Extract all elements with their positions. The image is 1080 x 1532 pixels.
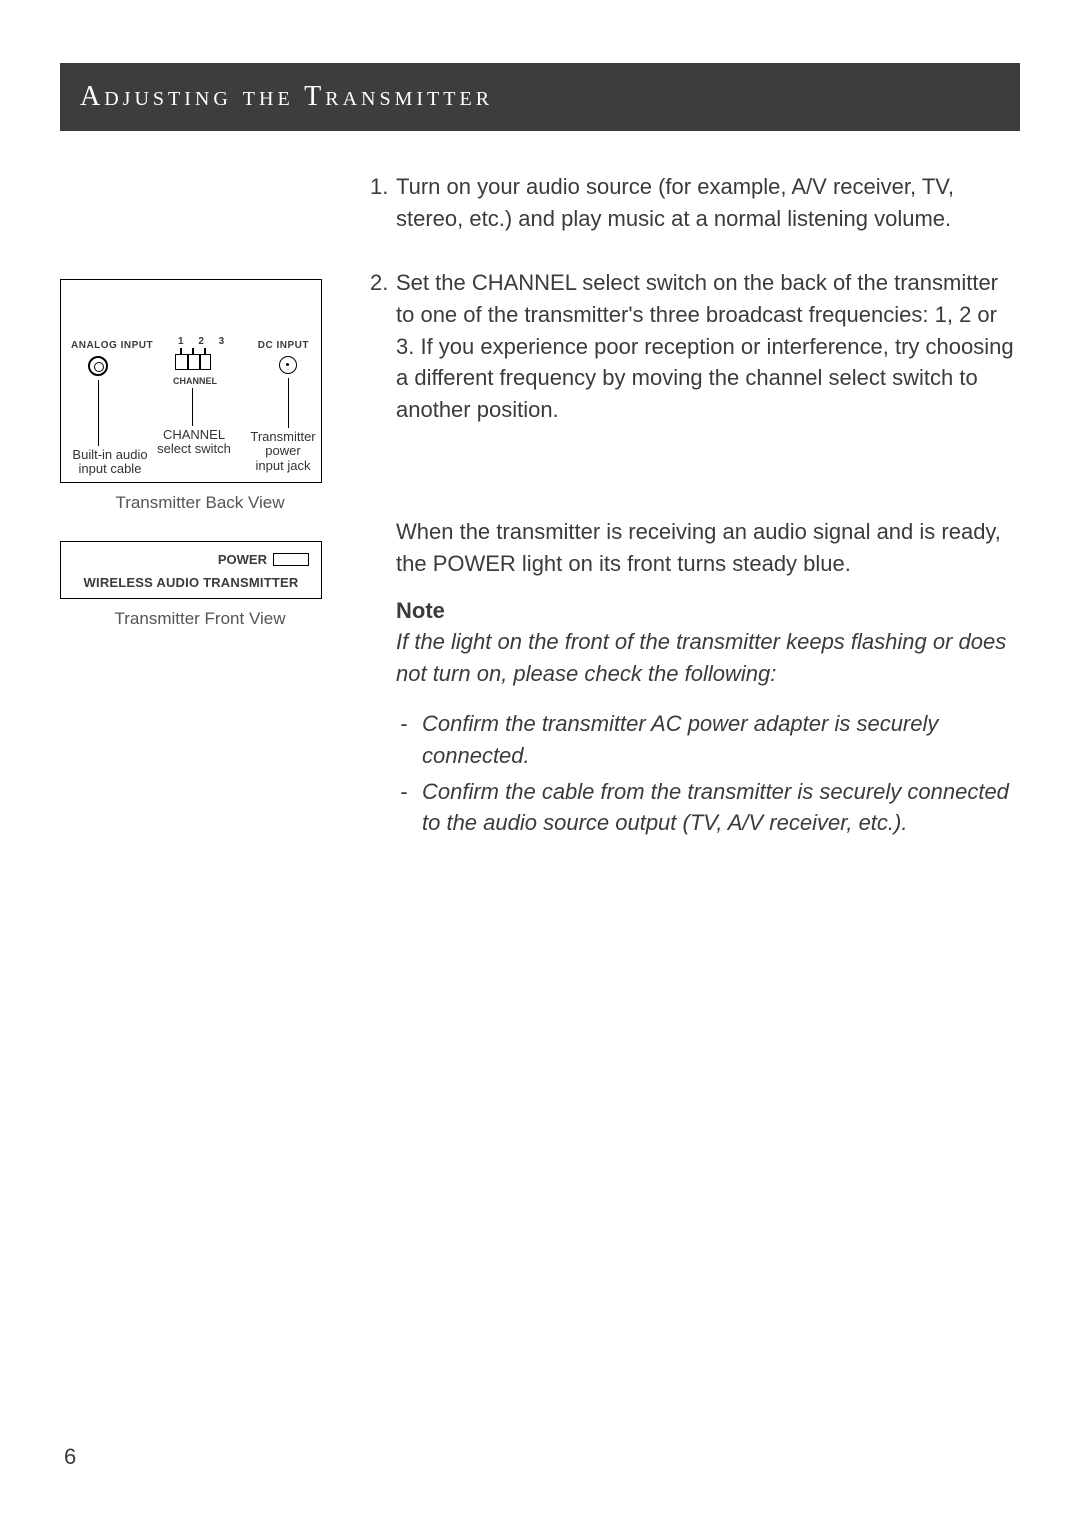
page-number: 6: [64, 1444, 76, 1470]
callout-text: input jack: [256, 458, 311, 473]
step-1: 1. Turn on your audio source (for exampl…: [370, 171, 1020, 235]
power-label: POWER: [218, 552, 267, 567]
callout-text: input cable: [79, 461, 142, 476]
diagram-column: ANALOG INPUT DC INPUT 1 2 3 CHANNEL Buil…: [60, 171, 340, 843]
callout-power-jack: Transmitter power input jack: [243, 430, 323, 473]
step-2: 2. Set the CHANNEL select switch on the …: [370, 267, 1020, 426]
front-view-caption: Transmitter Front View: [60, 609, 340, 629]
step-number: 2.: [370, 267, 396, 426]
instructions-column: 1. Turn on your audio source (for exampl…: [340, 171, 1020, 843]
callout-built-in-audio: Built-in audio input cable: [65, 448, 155, 477]
section-header: Adjusting the Transmitter: [60, 63, 1020, 131]
note-heading: Note: [370, 598, 1020, 624]
dc-jack-icon: [279, 356, 297, 374]
channel-numbers: 1 2 3: [178, 336, 230, 347]
channel-switch-icon: [175, 354, 211, 370]
callout-channel-select: CHANNEL select switch: [153, 428, 235, 457]
callout-text: Built-in audio: [72, 447, 147, 462]
note-list: Confirm the transmitter AC power adapter…: [370, 708, 1020, 840]
transmitter-front-view-diagram: POWER WIRELESS AUDIO TRANSMITTER: [60, 541, 322, 599]
callout-text: Transmitter: [250, 429, 315, 444]
power-light-paragraph: When the transmitter is receiving an aud…: [370, 516, 1020, 580]
power-light-icon: [273, 553, 309, 566]
analog-jack-icon: [88, 356, 108, 376]
transmitter-back-view-diagram: ANALOG INPUT DC INPUT 1 2 3 CHANNEL Buil…: [60, 279, 322, 483]
channel-label: CHANNEL: [173, 376, 217, 386]
note-item: Confirm the cable from the transmitter i…: [422, 776, 1020, 840]
step-number: 1.: [370, 171, 396, 235]
back-view-caption: Transmitter Back View: [60, 493, 340, 513]
callout-text: select switch: [157, 441, 231, 456]
note-intro: If the light on the front of the transmi…: [370, 626, 1020, 690]
callout-text: power: [265, 443, 300, 458]
callout-text: CHANNEL: [163, 427, 225, 442]
step-text: Turn on your audio source (for example, …: [396, 171, 1020, 235]
analog-input-label: ANALOG INPUT: [71, 340, 153, 351]
front-view-title: WIRELESS AUDIO TRANSMITTER: [61, 575, 321, 590]
step-text: Set the CHANNEL select switch on the bac…: [396, 267, 1020, 426]
dc-input-label: DC INPUT: [258, 340, 309, 351]
note-item: Confirm the transmitter AC power adapter…: [422, 708, 1020, 772]
